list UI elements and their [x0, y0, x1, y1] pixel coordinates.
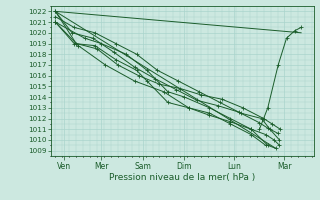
X-axis label: Pression niveau de la mer( hPa ): Pression niveau de la mer( hPa ) — [109, 173, 256, 182]
